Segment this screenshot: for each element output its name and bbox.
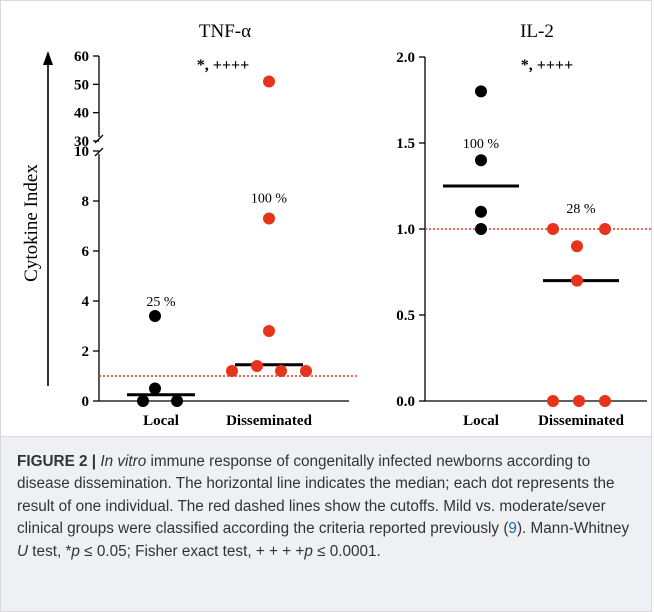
- chart1-point: [171, 395, 183, 407]
- chart1-point: [275, 365, 287, 377]
- chart1-tick-label: 50: [74, 77, 89, 93]
- chart2-point: [599, 395, 611, 407]
- chart1-tick-label: 60: [74, 49, 89, 65]
- caption-u: U: [17, 542, 29, 560]
- y-axis-label: Cytokine Index: [21, 164, 42, 282]
- chart2-point: [599, 223, 611, 235]
- chart1-tick-label: 6: [82, 244, 90, 260]
- chart2-category-label: Local: [463, 413, 499, 429]
- chart1-category-label: Disseminated: [226, 413, 312, 429]
- chart1-point: [149, 382, 161, 395]
- chart1-category-label: Local: [143, 413, 179, 429]
- chart2-significance: *, ++++: [521, 57, 573, 74]
- caption-text: immune response of congenitally infected…: [17, 453, 615, 538]
- chart2-tick-label: 2.0: [396, 50, 415, 66]
- y-axis-arrow-head: [43, 51, 53, 65]
- chart1-title: TNF-α: [199, 21, 251, 42]
- chart2-tick-label: 0.5: [396, 308, 415, 324]
- chart1-point: [263, 325, 275, 337]
- chart1-tick-label: 4: [82, 294, 90, 310]
- chart1-tick-label: 40: [74, 106, 89, 122]
- chart1-significance: *, ++++: [197, 57, 249, 74]
- caption-text-3: test, *: [28, 542, 72, 560]
- chart2-point: [475, 205, 487, 218]
- chart1-point: [226, 365, 238, 377]
- caption-p1: p: [71, 542, 80, 560]
- chart2-point: [475, 85, 487, 98]
- chart2-point: [475, 223, 487, 235]
- chart2-point: [547, 395, 559, 407]
- caption-text-4: ≤ 0.05; Fisher exact test, + + + +: [79, 542, 305, 560]
- chart2-title: IL-2: [520, 21, 554, 42]
- chart2-tick-label: 0.0: [396, 394, 415, 410]
- caption-text-5: ≤ 0.0001.: [312, 542, 381, 560]
- chart2-percent-label: 100 %: [463, 137, 500, 152]
- chart2-percent-label: 28 %: [566, 202, 596, 217]
- chart1-percent-label: 25 %: [146, 295, 176, 310]
- chart1-tick-label: 2: [82, 344, 90, 360]
- chart2-category-label: Disseminated: [538, 413, 624, 429]
- chart1-point: [137, 395, 149, 407]
- chart1-tick-label: 30: [74, 134, 89, 150]
- chart2-tick-label: 1.0: [396, 222, 415, 238]
- caption-in-vitro: In vitro: [100, 453, 147, 470]
- chart1-point: [263, 212, 275, 225]
- chart1-point: [300, 365, 312, 377]
- chart2-tick-label: 1.5: [396, 136, 415, 152]
- figure-panel: Cytokine Index TNF-α 0 2 4 6 8 10 30 40 50 60 *, +++…: [0, 0, 652, 436]
- chart2-point: [573, 395, 585, 407]
- caption-text-2: ). Mann-Whitney: [516, 520, 630, 538]
- chart1-tick-label: 10: [74, 144, 89, 160]
- figure-caption: FIGURE 2 | In vitro immune response of c…: [0, 436, 652, 612]
- chart2-point: [571, 274, 583, 287]
- chart1-point: [263, 75, 275, 88]
- caption-ref-link[interactable]: 9: [508, 520, 517, 538]
- figure-label: FIGURE 2 |: [17, 453, 97, 470]
- chart1-tick-label: 8: [82, 194, 90, 210]
- chart2-point: [547, 223, 559, 235]
- chart1-point: [149, 310, 161, 322]
- chart2-point: [475, 154, 487, 167]
- caption-p2: p: [304, 542, 313, 560]
- chart1-percent-label: 100 %: [251, 192, 288, 207]
- chart1-tick-label: 0: [82, 394, 90, 410]
- chart2-point: [571, 240, 583, 253]
- chart1-point: [251, 360, 263, 372]
- chart1-axis-break: [94, 134, 104, 157]
